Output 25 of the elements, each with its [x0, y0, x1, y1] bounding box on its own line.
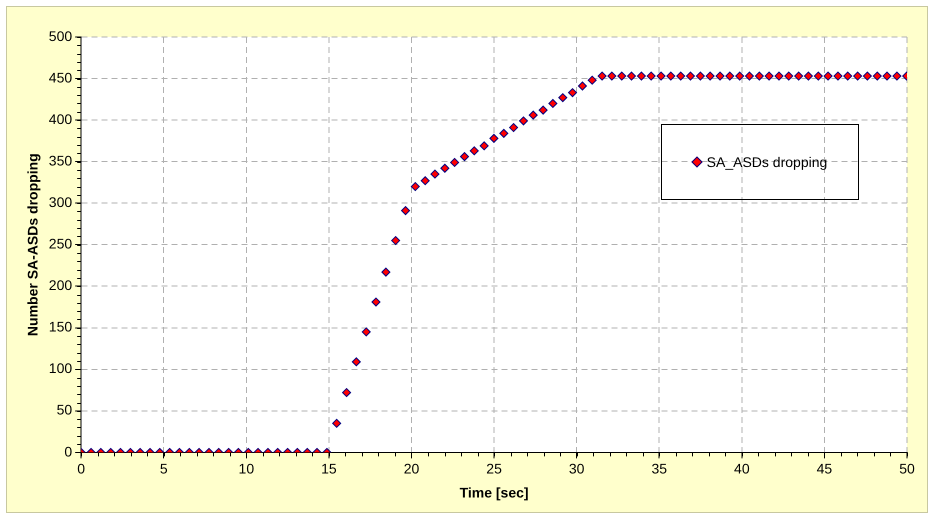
x-tick-label: 35	[651, 460, 668, 477]
x-tick-label: 20	[404, 460, 420, 477]
y-tick-label: 350	[48, 152, 72, 168]
x-tick-label: 5	[160, 460, 168, 477]
y-tick-label: 200	[48, 277, 72, 294]
x-tick-label: 25	[486, 460, 502, 477]
y-tick-label: 450	[48, 69, 72, 86]
y-tick-label: 250	[48, 236, 72, 252]
x-tick-label: 0	[77, 460, 86, 477]
y-axis-title: Number SA-ASDs dropping	[24, 153, 40, 336]
y-tick-label: 400	[48, 110, 72, 127]
x-tick-label: 45	[816, 460, 832, 477]
legend-label: SA_ASDs dropping	[706, 154, 828, 170]
x-tick-label: 50	[899, 460, 915, 477]
x-tick-label: 15	[321, 460, 337, 477]
x-tick-label: 40	[734, 460, 750, 477]
y-tick-label: 150	[48, 318, 72, 335]
y-tick-label: 300	[48, 194, 72, 210]
y-tick-label: 50	[56, 402, 72, 418]
x-axis-title: Time [sec]	[460, 484, 529, 500]
y-tick-label: 100	[48, 360, 72, 376]
x-tick-label: 10	[238, 460, 254, 477]
y-tick-label: 0	[64, 443, 72, 460]
y-tick-label: 500	[48, 28, 72, 44]
x-tick-label: 30	[568, 460, 585, 477]
